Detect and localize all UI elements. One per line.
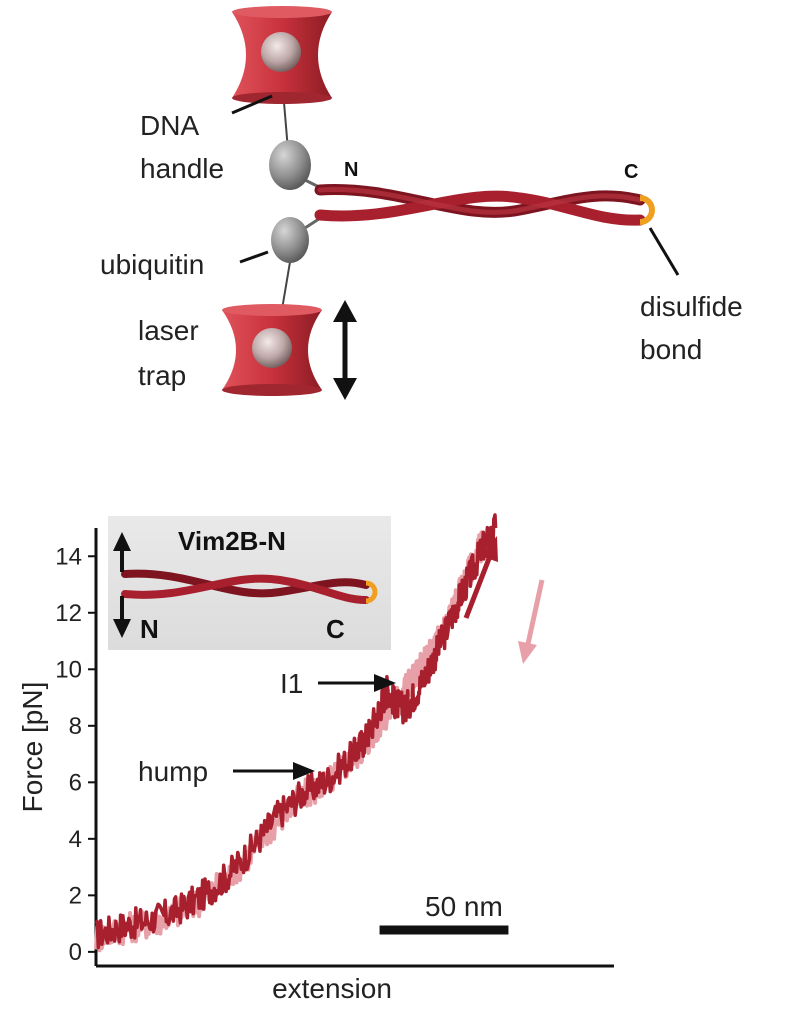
y-tick-label: 8 bbox=[69, 713, 82, 740]
y-tick-label: 0 bbox=[69, 939, 82, 966]
disulfide-pointer bbox=[648, 227, 680, 276]
laser-label-1: laser bbox=[138, 315, 199, 346]
ubiquitin-pointer bbox=[239, 250, 269, 264]
trap-motion-arrow-icon bbox=[333, 300, 357, 400]
inset-n-label: N bbox=[140, 614, 159, 644]
dna-handle-label-2: handle bbox=[140, 153, 224, 184]
inset-panel: Vim2B-N N C bbox=[108, 516, 391, 650]
disulfide-label-1: disulfide bbox=[640, 291, 743, 322]
laser-label-2: trap bbox=[138, 360, 186, 391]
schematic: DNA handle ubiquitin laser trap N C disu… bbox=[100, 6, 743, 400]
stretch-trace bbox=[94, 513, 498, 950]
i1-annotation-label: I1 bbox=[280, 668, 303, 699]
series-layer bbox=[94, 513, 498, 953]
scale-bar: 50 nm bbox=[379, 891, 509, 935]
x-axis-label: extension bbox=[272, 973, 392, 1004]
force-extension-chart: Vim2B-N N C 0 2 4 6 8 10 12 14 bbox=[17, 513, 614, 1004]
disulfide-label-2: bond bbox=[640, 334, 702, 365]
dna-handle-label-1: DNA bbox=[140, 110, 199, 141]
y-tick-label: 14 bbox=[55, 543, 82, 570]
inset-title: Vim2B-N bbox=[178, 526, 286, 556]
y-tick-label: 2 bbox=[69, 882, 82, 909]
c-terminus-label: C bbox=[624, 161, 638, 183]
ubiquitin-label: ubiquitin bbox=[100, 249, 204, 280]
upper-laser-trap-icon bbox=[232, 6, 332, 104]
inset-down-arrow-icon bbox=[113, 596, 131, 638]
relax-direction-arrow-icon bbox=[518, 579, 545, 664]
y-axis-label: Force [pN] bbox=[17, 682, 48, 813]
inset-c-label: C bbox=[326, 614, 345, 644]
stretch-direction-arrow-icon bbox=[463, 536, 498, 619]
disulfide-bond-icon bbox=[639, 195, 655, 225]
hump-annotation-label: hump bbox=[138, 756, 208, 787]
hump-arrow-icon bbox=[233, 762, 315, 780]
y-tick-label: 12 bbox=[55, 600, 82, 627]
y-ticks: 0 2 4 6 8 10 12 14 bbox=[55, 543, 96, 966]
dna-handle-bead-icon bbox=[269, 140, 311, 190]
inset-disulfide-icon bbox=[365, 580, 378, 604]
ubiquitin-bead-icon bbox=[271, 217, 309, 263]
scale-bar-label: 50 nm bbox=[425, 891, 503, 922]
n-terminus-label: N bbox=[344, 159, 358, 181]
dna-handle-pointer bbox=[231, 94, 273, 115]
lower-laser-trap-icon bbox=[222, 304, 322, 396]
inset-coiled-coil-icon bbox=[121, 569, 370, 604]
y-tick-label: 4 bbox=[69, 826, 82, 853]
y-tick-label: 6 bbox=[69, 769, 82, 796]
inset-up-arrow-icon bbox=[113, 532, 131, 572]
coiled-coil-icon bbox=[314, 184, 646, 226]
i1-arrow-icon bbox=[318, 674, 396, 692]
y-tick-label: 10 bbox=[55, 656, 82, 683]
